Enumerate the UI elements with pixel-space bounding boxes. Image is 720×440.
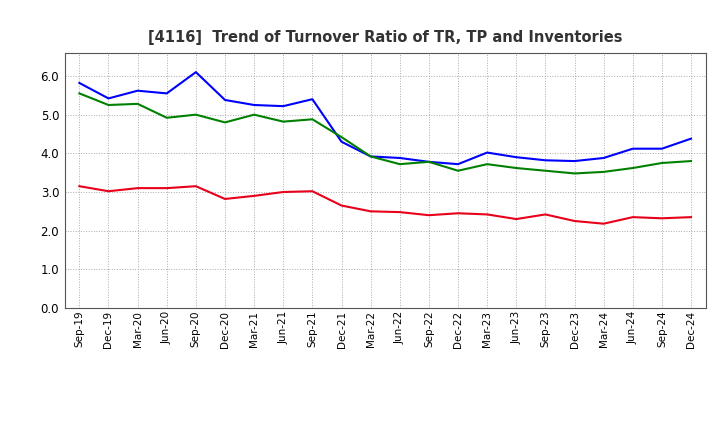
Trade Payables [425, 159, 433, 165]
Inventories [395, 161, 404, 167]
Trade Payables [133, 88, 142, 93]
Inventories [279, 119, 287, 124]
Trade Payables [75, 81, 84, 86]
Trade Receivables [133, 186, 142, 191]
Trade Receivables [220, 196, 229, 202]
Inventories [541, 168, 550, 173]
Inventories [599, 169, 608, 175]
Line: Trade Payables: Trade Payables [79, 72, 691, 164]
Line: Trade Receivables: Trade Receivables [79, 186, 691, 224]
Trade Receivables [163, 186, 171, 191]
Trade Payables [192, 70, 200, 75]
Trade Receivables [104, 189, 113, 194]
Trade Receivables [657, 216, 666, 221]
Trade Receivables [687, 214, 696, 220]
Trade Receivables [599, 221, 608, 226]
Line: Inventories: Inventories [79, 93, 691, 173]
Trade Payables [279, 103, 287, 109]
Trade Receivables [250, 193, 258, 198]
Inventories [366, 154, 375, 159]
Inventories [308, 117, 317, 122]
Inventories [250, 112, 258, 117]
Inventories [570, 171, 579, 176]
Inventories [512, 165, 521, 171]
Trade Payables [599, 155, 608, 161]
Trade Payables [395, 155, 404, 161]
Inventories [483, 161, 492, 167]
Inventories [337, 135, 346, 140]
Trade Receivables [629, 214, 637, 220]
Trade Receivables [192, 183, 200, 189]
Trade Receivables [308, 189, 317, 194]
Trade Receivables [483, 212, 492, 217]
Trade Payables [104, 96, 113, 101]
Trade Receivables [395, 209, 404, 215]
Inventories [133, 101, 142, 106]
Trade Payables [512, 154, 521, 160]
Inventories [220, 120, 229, 125]
Inventories [192, 112, 200, 117]
Inventories [454, 168, 462, 173]
Trade Payables [308, 96, 317, 102]
Trade Payables [657, 146, 666, 151]
Inventories [687, 158, 696, 164]
Trade Receivables [75, 183, 84, 189]
Trade Payables [629, 146, 637, 151]
Trade Receivables [512, 216, 521, 222]
Trade Payables [454, 161, 462, 167]
Inventories [104, 103, 113, 108]
Trade Payables [163, 91, 171, 96]
Trade Payables [337, 139, 346, 144]
Inventories [75, 91, 84, 96]
Trade Payables [483, 150, 492, 155]
Trade Receivables [279, 189, 287, 194]
Inventories [163, 115, 171, 121]
Trade Receivables [541, 212, 550, 217]
Trade Payables [220, 97, 229, 103]
Title: [4116]  Trend of Turnover Ratio of TR, TP and Inventories: [4116] Trend of Turnover Ratio of TR, TP… [148, 29, 623, 45]
Trade Receivables [366, 209, 375, 214]
Trade Receivables [570, 218, 579, 224]
Trade Payables [570, 158, 579, 164]
Trade Payables [250, 103, 258, 108]
Trade Payables [366, 154, 375, 159]
Trade Payables [541, 158, 550, 163]
Trade Receivables [454, 211, 462, 216]
Trade Payables [687, 136, 696, 141]
Inventories [425, 159, 433, 165]
Inventories [657, 160, 666, 165]
Inventories [629, 165, 637, 171]
Trade Receivables [337, 203, 346, 208]
Trade Receivables [425, 213, 433, 218]
